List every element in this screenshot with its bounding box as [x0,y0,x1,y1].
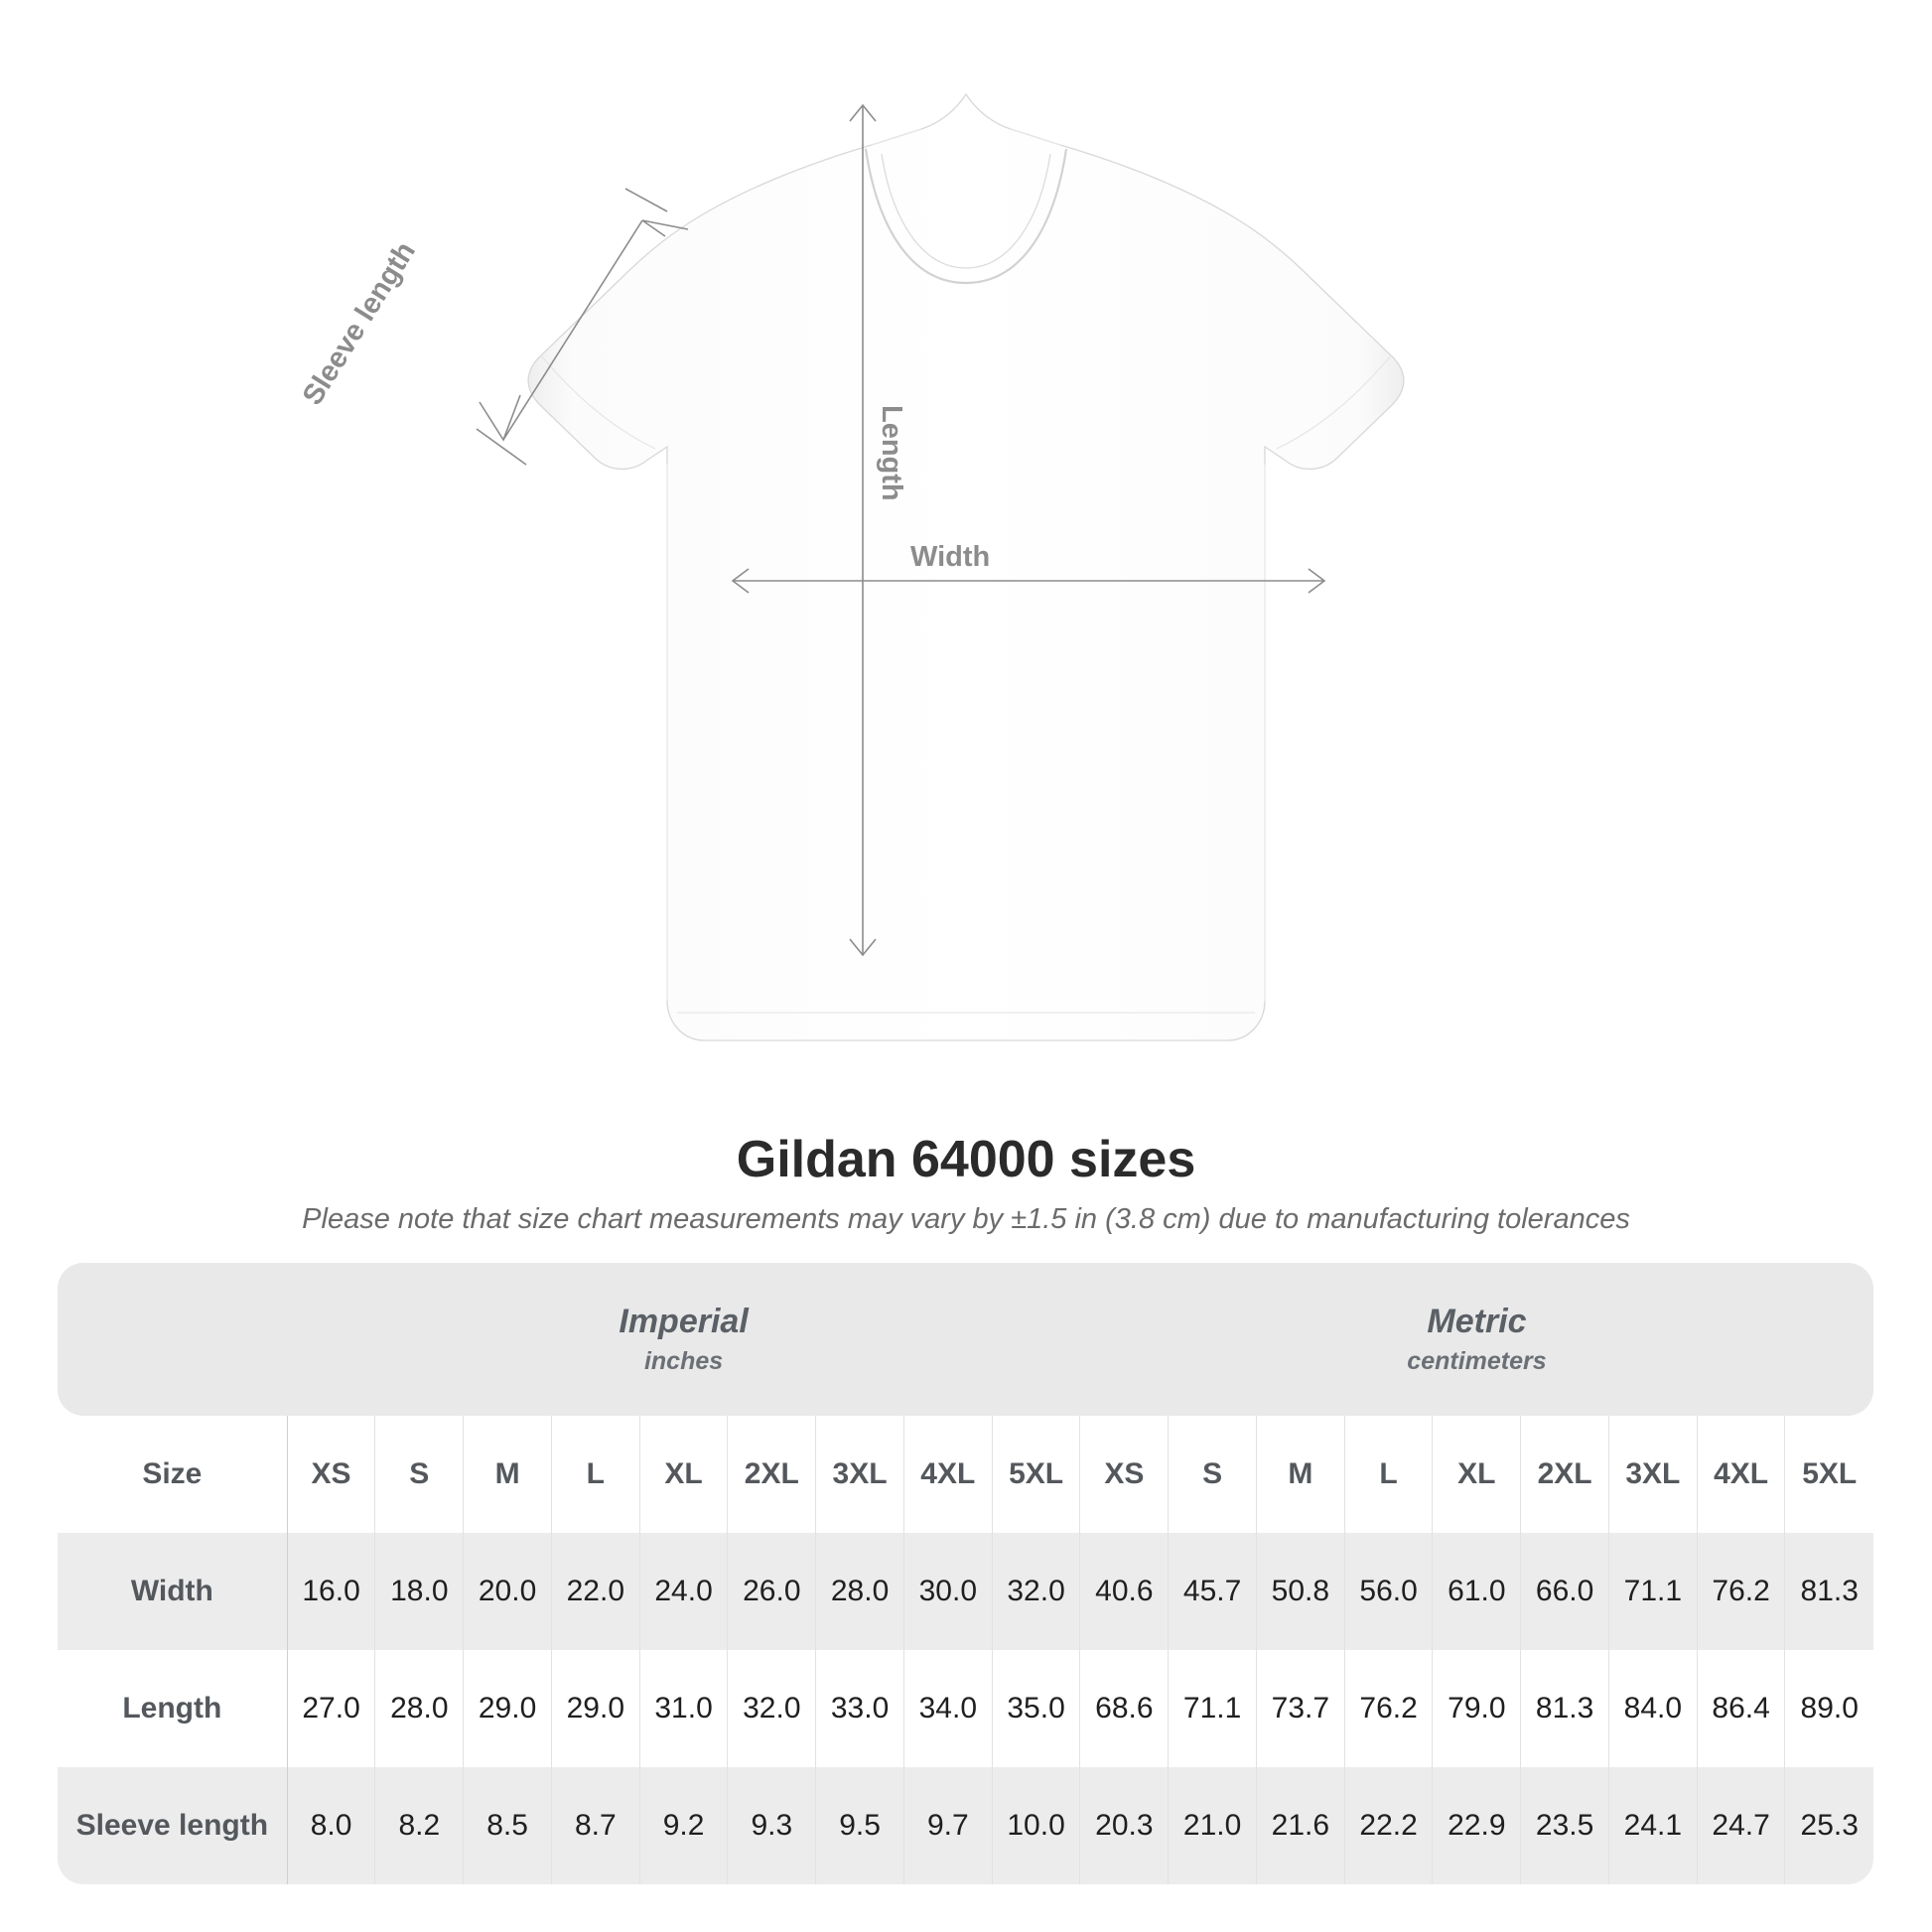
svg-text:Sleeve length: Sleeve length [297,236,422,411]
svg-text:Length: Length [876,405,907,501]
svg-text:Width: Width [910,541,990,573]
